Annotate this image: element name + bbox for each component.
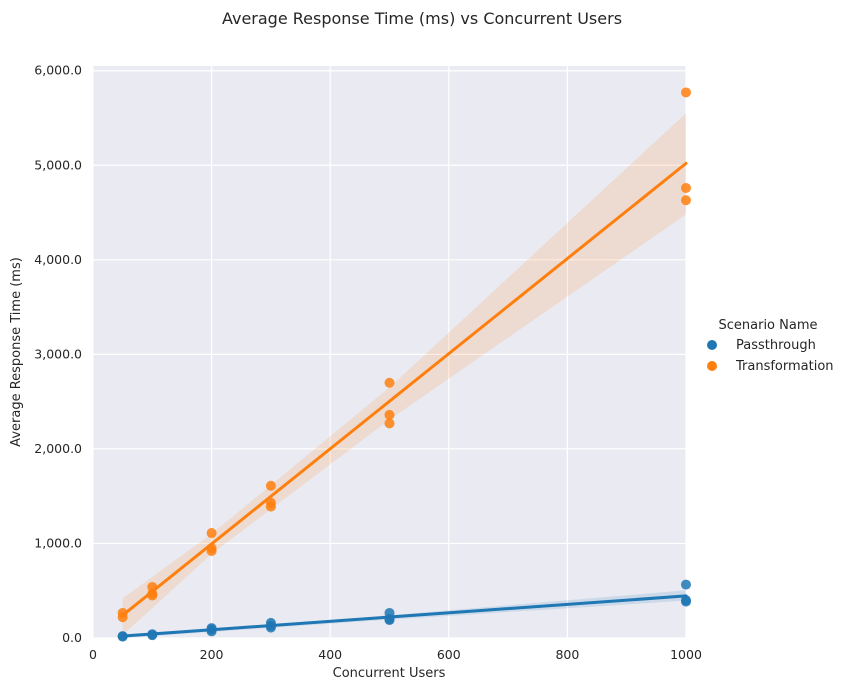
grid-lines — [92, 66, 687, 639]
data-point-1-13 — [384, 377, 395, 388]
y-tick-label-5: 5,000.0 — [34, 157, 82, 172]
legend: Scenario Name Passthrough Transformation — [707, 318, 834, 374]
legend-marker-transformation — [707, 361, 717, 371]
data-point-0-15 — [681, 579, 691, 590]
y-axis-label: Average Response Time (ms) — [9, 257, 24, 447]
x-tick-label-4: 800 — [555, 647, 579, 662]
data-point-1-12 — [384, 409, 395, 420]
chart-title: Average Response Time (ms) vs Concurrent… — [222, 9, 622, 28]
x-tick-label-5: 1000 — [670, 647, 702, 662]
x-axis-ticks: 0 200 400 600 800 1000 — [89, 647, 702, 662]
plot-background — [93, 66, 686, 638]
data-point-1-6 — [206, 543, 217, 554]
data-point-0-14 — [681, 595, 691, 606]
data-point-0-3 — [147, 629, 158, 640]
x-tick-label-2: 400 — [318, 647, 342, 662]
data-point-1-14 — [681, 195, 691, 206]
data-point-0-1 — [117, 631, 128, 642]
x-tick-label-1: 200 — [200, 647, 224, 662]
data-point-1-1 — [117, 607, 128, 618]
data-point-1-16 — [681, 87, 691, 98]
plot-area — [92, 66, 691, 642]
y-tick-label-3: 3,000.0 — [34, 346, 82, 361]
data-point-0-6 — [206, 623, 217, 634]
legend-title: Scenario Name — [719, 318, 818, 333]
x-tick-label-0: 0 — [89, 647, 97, 662]
x-tick-label-3: 600 — [437, 647, 461, 662]
legend-label-transformation: Transformation — [735, 359, 834, 374]
y-tick-label-2: 2,000.0 — [34, 441, 82, 456]
y-tick-label-4: 4,000.0 — [34, 252, 82, 267]
y-tick-label-6: 6,000.0 — [34, 63, 82, 78]
x-axis-label: Concurrent Users — [333, 666, 446, 681]
data-point-1-11 — [384, 418, 395, 429]
legend-label-passthrough: Passthrough — [736, 338, 816, 353]
legend-marker-passthrough — [707, 340, 717, 350]
confidence-band-1 — [122, 113, 686, 636]
data-points — [117, 87, 691, 642]
y-tick-label-1: 1,000.0 — [34, 535, 82, 550]
data-point-1-15 — [681, 182, 691, 193]
data-point-1-7 — [206, 528, 217, 539]
data-point-1-10 — [265, 480, 276, 491]
data-point-0-9 — [265, 617, 276, 628]
data-point-0-12 — [384, 607, 395, 618]
y-tick-label-0: 0.0 — [62, 630, 82, 645]
data-point-1-4 — [147, 581, 158, 592]
data-point-1-9 — [265, 497, 276, 508]
trend-line-1 — [121, 161, 688, 617]
y-axis-ticks: 0.0 1,000.0 2,000.0 3,000.0 4,000.0 5,000.0 6,… — [34, 63, 82, 645]
